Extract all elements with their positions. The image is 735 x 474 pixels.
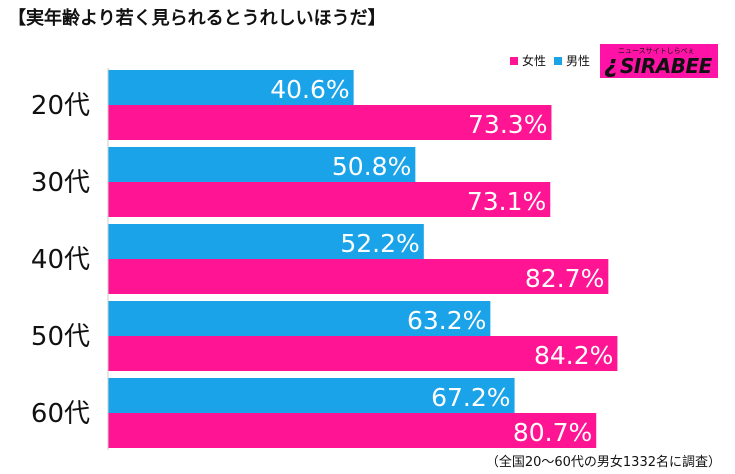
female-bar — [108, 259, 609, 294]
male-bar — [108, 301, 491, 336]
category-label: 40代 — [31, 245, 90, 275]
male-bar — [108, 224, 424, 259]
legend: 女性 男性 — [510, 52, 590, 69]
logo-mark-icon: ¿ — [604, 50, 618, 78]
category-label: 60代 — [31, 399, 90, 429]
survey-footnote: （全国20〜60代の男女1332名に調査） — [485, 455, 721, 470]
data-label: 82.7% — [525, 264, 604, 293]
data-label: 40.6% — [270, 75, 349, 104]
category-label: 20代 — [31, 91, 90, 121]
legend-male-label: 男性 — [566, 54, 591, 68]
category-label: 50代 — [31, 322, 90, 352]
legend-male-swatch — [554, 56, 563, 65]
data-label: 52.2% — [340, 229, 419, 258]
category-label: 30代 — [31, 168, 90, 198]
data-label: 80.7% — [513, 418, 592, 447]
data-label: 63.2% — [407, 306, 486, 335]
male-bar — [108, 70, 354, 105]
female-bar — [108, 413, 597, 448]
female-bar — [108, 105, 552, 140]
logo-tagline: ニュースサイトしらべぇ — [618, 47, 695, 55]
logo-wordmark: SIRABEE — [620, 54, 712, 78]
data-label: 67.2% — [431, 383, 510, 412]
legend-female-swatch — [510, 56, 518, 65]
data-label: 73.3% — [468, 110, 547, 139]
female-bar — [108, 336, 618, 371]
data-label: 73.1% — [467, 187, 546, 216]
data-label: 50.8% — [332, 152, 411, 181]
sirabee-logo: ¿ ニュースサイトしらべぇ SIRABEE — [600, 44, 718, 78]
data-label: 84.2% — [534, 341, 613, 370]
chart-title: 【実年齢より若く見られるとうれしいほうだ】 — [8, 8, 386, 29]
female-bar — [108, 182, 551, 217]
male-bar — [108, 147, 416, 182]
male-bar — [108, 378, 515, 413]
legend-female-label: 女性 — [522, 54, 547, 68]
